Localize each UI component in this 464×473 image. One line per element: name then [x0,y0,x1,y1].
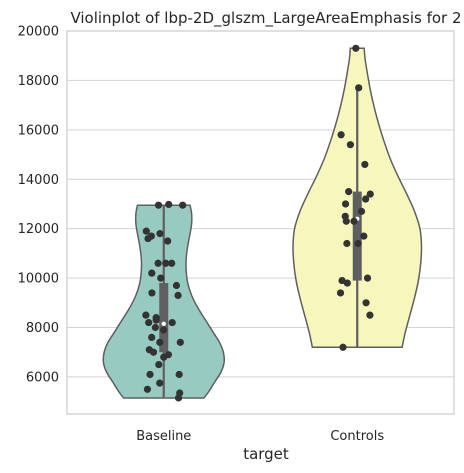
x-axis-label: target [243,445,289,463]
data-point [156,379,164,387]
y-tick-label: 14000 [18,173,59,188]
iqr-box-baseline [159,283,169,353]
data-point [341,200,350,208]
x-tick-labels: Baseline Controls [136,429,384,444]
y-tick-label: 8000 [26,321,59,336]
inner-boxplots [159,87,362,398]
data-point [148,333,156,341]
data-point [363,274,372,282]
x-tick-label: Baseline [136,429,191,444]
data-point [350,217,358,225]
median-marker-baseline [161,321,166,327]
data-point [339,343,347,351]
data-point [157,274,165,282]
data-point [164,237,172,245]
data-point [355,84,363,92]
data-point [145,346,153,354]
iqr-box-controls [352,191,362,281]
y-tick-labels: 6000 8000 10000 12000 14000 16000 18000 20000 [18,25,59,386]
data-point [146,370,154,379]
y-tick-label: 12000 [18,222,59,237]
data-point [345,188,353,196]
y-tick-label: 18000 [18,74,59,89]
data-point [148,269,156,277]
data-point [175,370,183,379]
data-point [366,190,374,198]
data-point [179,201,187,209]
data-point [165,200,173,209]
data-point [343,239,351,248]
data-point [164,351,172,359]
data-point [337,131,345,139]
data-point [154,259,162,267]
data-point [357,207,366,215]
data-point [155,360,163,369]
x-tick-label: Controls [330,429,384,444]
data-point [176,389,184,397]
data-point [366,311,374,319]
data-point [341,212,349,220]
data-point [152,314,160,322]
y-tick-label: 10000 [18,272,59,287]
data-point [154,201,163,209]
data-point [362,299,370,307]
data-point [142,311,150,319]
strip-points [142,44,374,402]
data-point [354,239,362,248]
data-point [336,289,345,297]
data-point [168,318,176,327]
data-point [148,289,156,297]
data-point [160,326,168,334]
plot-frame [66,30,455,415]
data-point [362,195,370,203]
data-point [360,232,368,240]
data-point [172,281,181,290]
data-point [352,44,360,52]
data-point [142,227,150,235]
data-point [151,323,160,332]
data-point [143,385,152,393]
data-point [346,141,354,149]
data-point [361,160,369,169]
data-point [145,318,153,327]
data-point [156,230,164,238]
data-point [162,259,170,267]
data-point [156,338,164,346]
data-point [174,291,182,299]
y-tick-label: 16000 [18,123,59,138]
data-point [147,232,155,240]
y-tick-label: 20000 [18,25,59,40]
data-point [168,259,176,267]
data-point [176,338,184,346]
y-tick-label: 6000 [26,370,59,385]
data-point [338,276,346,285]
chart-title: Violinplot of lbp-2D_glszm_LargeAreaEmph… [70,9,461,28]
